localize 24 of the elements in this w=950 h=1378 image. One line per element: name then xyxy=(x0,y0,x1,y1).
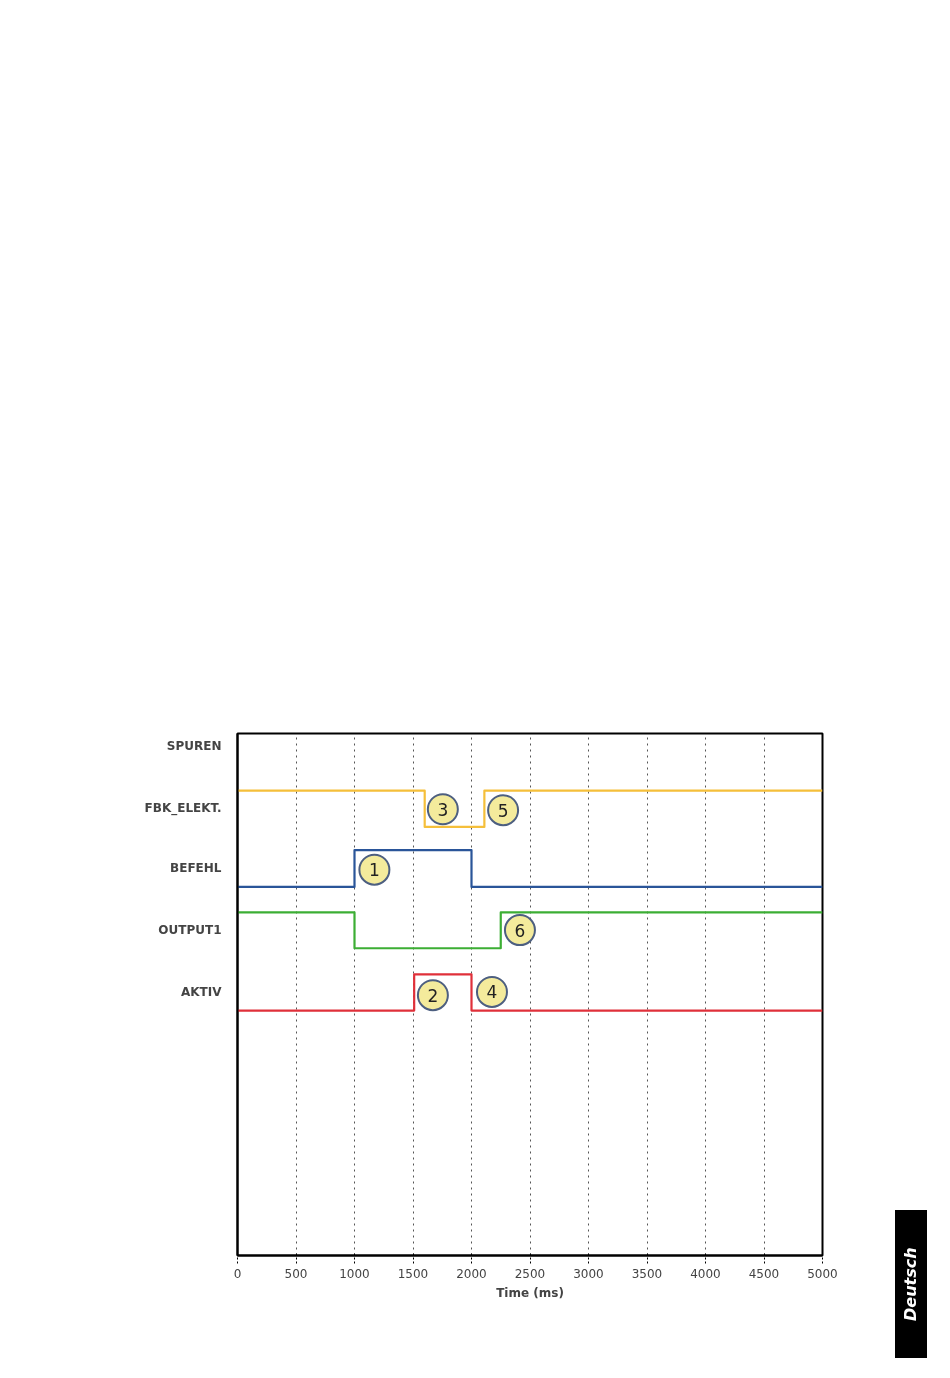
series-label: OUTPUT1 xyxy=(158,922,222,937)
x-tick-label: 4000 xyxy=(690,1266,721,1281)
series-label: AKTIV xyxy=(180,984,223,999)
x-tick-label: 1500 xyxy=(397,1266,429,1281)
annotation: 4 xyxy=(486,982,498,1003)
text: Deutsch xyxy=(900,1247,921,1321)
x-tick-label: 500 xyxy=(284,1266,308,1281)
x-tick-label: 3000 xyxy=(573,1266,604,1281)
x-axis-title: Time (ms) xyxy=(496,1285,564,1300)
x-tick-label: 2500 xyxy=(514,1266,546,1281)
annotation: 3 xyxy=(437,799,449,820)
annotation: 1 xyxy=(368,860,380,881)
text: SPUREN xyxy=(166,739,222,754)
x-tick-label: 1000 xyxy=(339,1266,370,1281)
x-tick-label: 5000 xyxy=(807,1266,838,1281)
annotation: 6 xyxy=(514,920,526,941)
annotation: 2 xyxy=(427,985,439,1006)
x-tick-label: 2000 xyxy=(456,1266,487,1281)
x-tick-label: 3500 xyxy=(631,1266,663,1281)
annotation: 5 xyxy=(497,800,509,821)
x-tick-label: 4500 xyxy=(748,1266,780,1281)
series-label: FBK_ELEKT. xyxy=(144,801,222,817)
x-tick-label: 0 xyxy=(233,1266,242,1281)
series-label: BEFEHL xyxy=(170,861,222,876)
